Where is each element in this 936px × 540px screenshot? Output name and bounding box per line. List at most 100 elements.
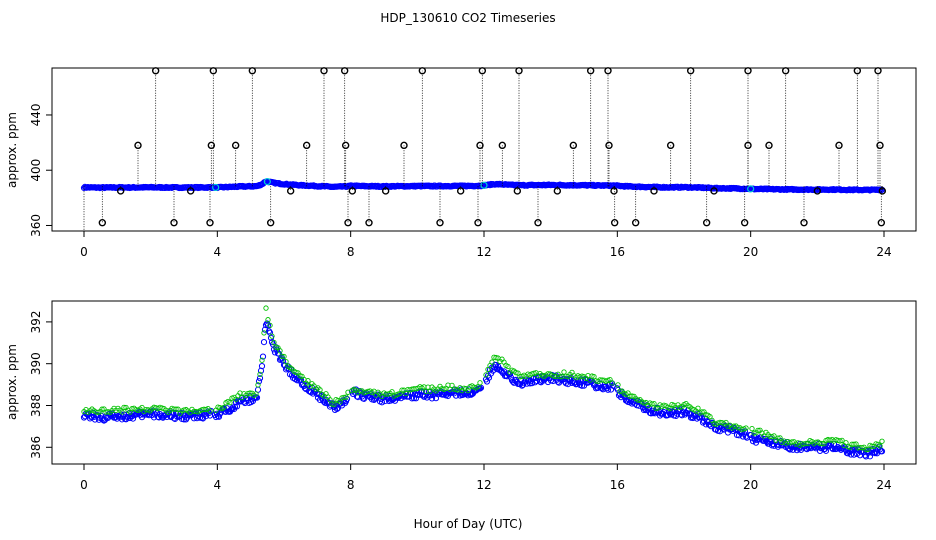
measured-point [220,405,228,412]
corrected-point [839,437,845,444]
measured-point [700,418,708,425]
corrected-point [305,378,311,384]
spike-point [209,67,218,75]
x-tick-label: 12 [476,245,491,259]
corrected-point [819,440,825,447]
spike-point [813,187,822,195]
spike-point [286,187,295,195]
measured-point [644,406,652,413]
measured-point [265,328,273,335]
corrected-point [561,369,567,375]
spike-point [98,219,107,227]
corrected-point [257,371,263,378]
y-tick-label: 390 [29,352,43,375]
y-axis-label-2: approx. ppm [5,344,19,420]
corrected-point [699,409,705,415]
corrected-point [327,397,333,403]
spike-point [266,219,275,227]
measured-point [649,410,657,417]
corrected-point [389,389,395,395]
measured-point [410,395,418,402]
spike-point [604,67,612,75]
corrected-point [777,435,783,441]
spike-point [765,141,773,150]
spike-point [874,67,882,75]
corrected-point [255,382,261,388]
corrected-point [271,339,277,346]
x-tick-label: 0 [80,245,88,259]
corrected-point [343,394,349,400]
x-tick-label: 0 [80,478,88,492]
corrected-point [755,427,761,434]
measured-point [259,353,267,360]
spike-point [702,219,711,227]
x-tick-label: 12 [476,478,491,492]
corrected-point [317,387,323,393]
corrected-point [489,359,495,365]
x-tick-label: 8 [347,478,355,492]
corrected-point [879,438,885,444]
spike-point [569,141,578,150]
x-tick-label: 24 [876,245,891,259]
spike-point [231,141,240,150]
spike-point [553,187,562,195]
measured-point [578,382,586,389]
spike-point [436,219,444,227]
y-axis-label-1: approx. ppm [5,112,19,188]
corrected-point [281,353,287,360]
baseline-point [209,184,216,191]
corrected-point [749,426,755,432]
y-tick-label: 392 [29,310,43,333]
corrected-point [865,446,871,453]
corrected-point [331,401,337,408]
corrected-point [483,372,489,378]
corrected-point [617,388,623,395]
spike-point [800,219,808,227]
spike-point [650,187,658,195]
measured-point [494,363,502,370]
corrected-point [695,405,701,411]
spike-point [740,219,749,227]
corrected-point [743,425,749,431]
x-tick-label: 20 [743,478,758,492]
highlight-point [212,183,220,192]
corrected-point [247,390,253,396]
corrected-point [477,380,483,386]
spike-point [476,141,484,150]
corrected-point [641,400,647,406]
spike-point [605,141,613,150]
spike-point [418,67,427,75]
tick-layer-1: 0 4 8 12 16 20 24 360 400 440 [29,104,892,259]
corrected-point [629,393,635,399]
spike-point [320,67,328,75]
x-tick-label: 8 [347,245,355,259]
corrected-point [461,385,467,391]
corrected-point [789,439,795,445]
corrected-point [667,405,673,412]
spike-point [534,219,542,227]
spike-point [835,141,843,150]
measured-point [180,416,188,423]
panel-zoomed: approx. ppm 0 4 8 12 16 20 24 386 388 390 392 [5,300,917,492]
corrected-point [269,333,275,339]
highlight-point [480,181,488,189]
spike-point [781,67,790,75]
corrected-point [277,348,283,354]
y-tick-label: 440 [29,104,43,127]
spike-point [744,141,752,150]
corrected-point [651,400,657,407]
corrected-point [751,430,757,436]
corrected-point [427,388,433,395]
corrected-point [869,443,875,449]
spike-point [474,219,482,227]
corrected-point [207,408,213,414]
corrected-point [119,409,125,415]
spike-point [478,67,487,75]
measured-point [256,375,264,382]
figure-title: HDP_130610 CO2 Timeseries [380,11,555,25]
spike-point [610,187,618,195]
corrected-point [771,433,777,439]
corrected-point [267,322,273,329]
mark-layer-2 [80,305,886,460]
